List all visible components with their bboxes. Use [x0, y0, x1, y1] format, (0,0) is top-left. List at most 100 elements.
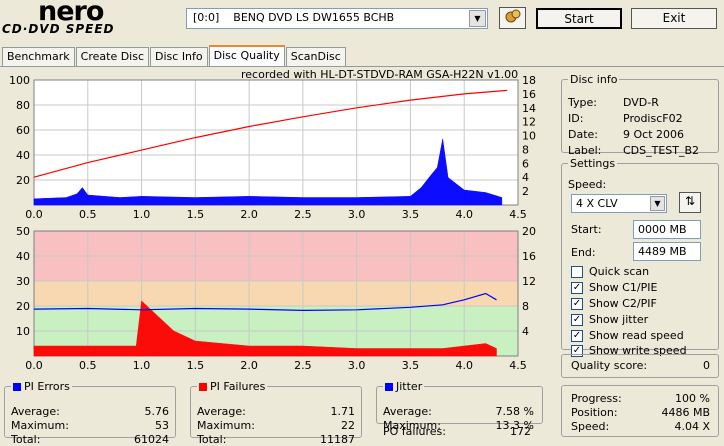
x-tick-label: 3.0 — [348, 208, 366, 221]
pi-errors-total: 61024 — [134, 433, 169, 446]
show-c2-checkbox[interactable]: ✓ — [571, 298, 583, 310]
tab-panel-border — [0, 66, 724, 67]
tab-disc-quality[interactable]: Disc Quality — [208, 45, 285, 66]
jitter-avg-label: Average: — [383, 405, 432, 418]
y2-tick-label: 10 — [522, 130, 536, 143]
quality-score-value: 0 — [703, 359, 710, 372]
pi-failures-avg: 1.71 — [330, 405, 356, 418]
y-tick-label: 60 — [16, 124, 30, 137]
tab-disc-info[interactable]: Disc Info — [150, 47, 208, 66]
y-tick-label: 10 — [16, 325, 30, 338]
pi-failures-total: 11187 — [320, 433, 355, 446]
y-tick-label: 20 — [16, 174, 30, 187]
pi-failures-total-label: Total: — [197, 433, 227, 446]
cd-dvd-speed-logo: CD·DVD SPEED — [2, 22, 115, 36]
quick-scan-checkbox[interactable] — [571, 266, 583, 278]
disc-label-value: CDS_TEST_B2 — [623, 144, 700, 157]
end-mb-input[interactable]: 4489 MB — [633, 242, 701, 261]
y-tick-label: 40 — [16, 250, 30, 263]
pi-failures-max: 22 — [341, 419, 355, 432]
jitter-max: 13.3 % — [495, 419, 534, 432]
y2-tick-label: 12 — [522, 116, 536, 129]
jitter-series — [33, 292, 497, 312]
disc-tool-icon — [505, 9, 520, 23]
jitter-max-label: Maximum: — [383, 419, 441, 432]
pi-failures-series — [33, 300, 497, 357]
y2-tick-label: 8 — [522, 143, 529, 156]
show-jitter-label: Show jitter — [589, 313, 649, 326]
x-tick-label: 0.0 — [25, 208, 43, 221]
pi-errors-max: 53 — [155, 419, 169, 432]
x-tick-label: 2.0 — [240, 208, 258, 221]
pi-errors-avg: 5.76 — [144, 405, 170, 418]
show-c1-checkbox[interactable]: ✓ — [571, 282, 583, 294]
disc-info-panel: Disc info Type: DVD-R ID: ProdiscF02 Dat… — [561, 73, 719, 157]
jitter-panel: Jitter Average: 7.58 % Maximum: 13.3 % — [376, 380, 543, 432]
chevron-down-icon[interactable]: ▼ — [650, 196, 665, 211]
swap-arrows-icon: ⇅ — [684, 194, 696, 208]
drive-select[interactable]: [0:0] BENQ DVD LS DW1655 BCHB ▼ — [186, 8, 488, 29]
pi-errors-title: PI Errors — [24, 380, 70, 393]
x-tick-label: 3.0 — [348, 359, 366, 370]
x-tick-label: 0.5 — [79, 359, 97, 370]
quality-score-panel: Quality score: 0 — [561, 354, 719, 378]
show-jitter-checkbox[interactable]: ✓ — [571, 314, 583, 326]
po-failures-value: 172 — [510, 425, 531, 438]
x-tick-label: 2.0 — [240, 359, 258, 370]
show-c2-label: Show C2/PIF — [589, 297, 657, 310]
refresh-speed-button[interactable]: ⇅ — [679, 192, 701, 213]
po-failures-label: PO failures: — [383, 425, 446, 438]
y2-tick-label: 8 — [522, 300, 529, 313]
speed-select[interactable]: 4 X CLV ▼ — [571, 194, 667, 213]
jitter-title: Jitter — [396, 380, 423, 393]
pi-failures-max-label: Maximum: — [197, 419, 255, 432]
x-tick-label: 2.5 — [294, 359, 312, 370]
pi-failures-avg-label: Average: — [197, 405, 246, 418]
x-tick-label: 4.0 — [455, 359, 473, 370]
disc-type-value: DVD-R — [623, 96, 659, 109]
quick-scan-label: Quick scan — [589, 265, 650, 278]
tab-create-disc[interactable]: Create Disc — [75, 47, 150, 66]
read-speed-series — [33, 89, 508, 178]
x-tick-label: 3.5 — [402, 208, 420, 221]
pi-errors-max-label: Maximum: — [11, 419, 69, 432]
position-label: Position: — [571, 406, 618, 419]
y-tick-label: 80 — [16, 99, 30, 112]
y2-tick-label: 4 — [522, 325, 529, 338]
position-value: 4486 MB — [661, 406, 710, 419]
x-tick-label: 0.5 — [79, 208, 97, 221]
x-tick-label: 2.5 — [294, 208, 312, 221]
disc-info-title: Disc info — [570, 73, 618, 86]
tab-scandisc[interactable]: ScanDisc — [285, 47, 346, 66]
start-label: Start: — [571, 223, 602, 236]
quality-score-label: Quality score: — [571, 359, 648, 372]
pi-failures-title: PI Failures — [210, 380, 266, 393]
show-write-speed-label: Show write speed — [589, 344, 687, 357]
quality-charts: 0.0 0.5 1.0 1.5 2.0 2.5 3.0 3.5 4.0 4.5 20 40 60 80 10… — [9, 74, 536, 370]
x-tick-label: 1.5 — [187, 208, 205, 221]
warning-band — [34, 281, 518, 306]
pi-errors-panel: PI Errors Average: 5.76 Maximum: 53 Tota… — [4, 380, 176, 446]
x-tick-label: 4.5 — [509, 208, 527, 221]
disc-id-label: ID: — [568, 112, 584, 125]
exit-button[interactable]: Exit — [631, 8, 717, 29]
drive-info-button[interactable] — [499, 7, 526, 29]
show-read-speed-checkbox[interactable]: ✓ — [571, 330, 583, 342]
y-tick-label: 30 — [16, 275, 30, 288]
y2-tick-label: 12 — [522, 275, 536, 288]
disc-type-label: Type: — [568, 96, 597, 109]
tab-benchmark[interactable]: Benchmark — [2, 47, 75, 66]
chevron-down-icon[interactable]: ▼ — [469, 10, 486, 27]
nero-logo: nero — [38, 0, 104, 27]
settings-panel: Settings Speed: 4 X CLV ▼ ⇅ Start: 0000 … — [561, 157, 719, 357]
disc-date-label: Date: — [568, 128, 598, 141]
start-button[interactable]: Start — [536, 8, 622, 29]
disc-id-value: ProdiscF02 — [623, 112, 683, 125]
pi-errors-series — [33, 138, 503, 206]
start-mb-input[interactable]: 0000 MB — [633, 220, 701, 239]
jitter-avg: 7.58 % — [495, 405, 534, 418]
y2-tick-label: 14 — [522, 102, 536, 115]
x-tick-label: 0.0 — [25, 359, 43, 370]
y2-tick-label: 4 — [522, 171, 529, 184]
y2-tick-label: 16 — [522, 250, 536, 263]
